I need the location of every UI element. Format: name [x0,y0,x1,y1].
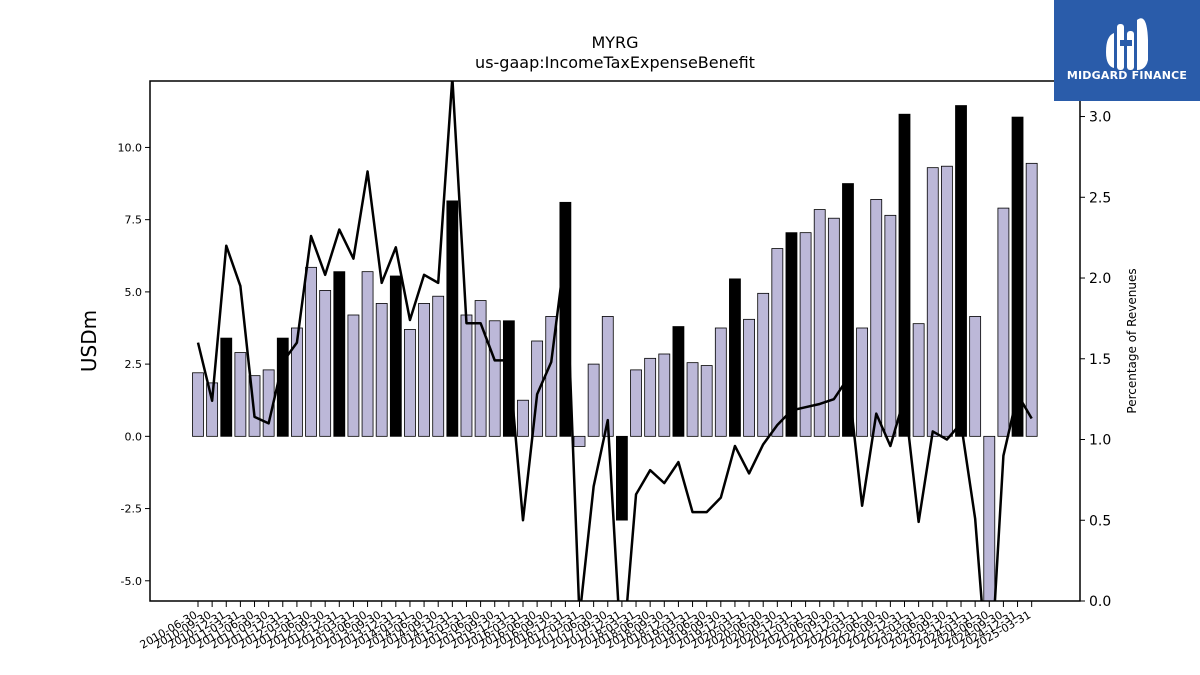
bar-2023-12-31 [955,105,967,437]
y-right-tick-label: 1.0 [1089,433,1111,449]
bar-2018-12-31 [672,326,685,437]
y-right-tick-label: 1.5 [1089,352,1111,368]
bar-2022-03-31 [856,327,869,437]
bar-2020-12-31 [785,232,798,437]
bar-2013-12-31 [389,275,402,437]
y-tick-label: 7.5 [125,214,143,227]
bar-2021-06-30 [813,209,826,437]
bar-2019-03-31 [686,362,699,437]
bar-2014-09-30 [432,295,445,437]
bar-2014-03-31 [404,329,416,437]
bar-2016-03-31 [517,399,529,437]
bar-2011-12-31 [276,337,289,437]
bar-2012-03-31 [291,327,303,437]
bar-2016-12-31 [559,201,572,437]
bar-2013-06-30 [361,271,374,437]
y-tick-label: 0.0 [125,430,143,443]
y-axis-left: -5.0 -2.5 0.0 2.5 5.0 7.5 10.0 [118,141,150,588]
bar-2010-09-30 [206,382,219,437]
y-right-tick-label: 0.5 [1089,513,1111,529]
bar-2010-12-31 [220,337,233,437]
x-axis: 2010-06-302010-09-302010-12-312011-03-31… [138,601,1033,652]
y-tick-label: -2.5 [121,503,142,516]
percentage-line [196,81,1033,601]
bar-2024-03-31 [969,316,982,437]
logo: MIDGARD FINANCE [1054,0,1200,101]
bar-2012-12-31 [333,271,346,437]
bar-2022-06-30 [870,199,883,437]
bar-2018-03-31 [630,369,642,437]
bar-2025-03-31 [1025,162,1038,437]
y-axis-label: USDm [77,310,101,372]
bar-2020-09-30 [771,248,784,437]
bar-2017-09-30 [601,316,614,437]
bar-2017-06-30 [587,363,600,437]
bar-2020-03-31 [743,318,755,437]
logo-text: MIDGARD FINANCE [1066,69,1188,82]
y-tick-label: 5.0 [125,286,143,299]
line-series [196,81,1033,601]
y-axis-right-label: Percentage of Revenues [1125,268,1139,413]
bar-2015-09-30 [488,320,501,437]
bar-2019-09-30 [714,327,727,437]
y-right-tick-label: 2.0 [1089,271,1111,287]
midgard-bars-icon [1106,18,1148,70]
bar-2010-06-30 [192,372,204,437]
y-right-tick-label: 3.0 [1089,110,1111,126]
bar-2021-12-31 [842,183,854,437]
bar-2020-06-30 [757,292,770,437]
bar-2012-09-30 [319,290,332,437]
bar-2015-12-31 [502,320,515,437]
y-axis-right: 0.0 0.5 1.0 1.5 2.0 2.5 3.0 [1080,110,1111,610]
bar-2023-03-31 [912,323,925,437]
bar-2024-06-30 [983,435,996,601]
bar-2022-12-31 [898,113,911,437]
bar-2013-09-30 [375,303,388,437]
bar-2018-09-30 [658,353,671,437]
y-right-tick-label: 2.5 [1089,190,1111,206]
bar-2023-09-30 [940,165,953,437]
bar-2017-12-31 [616,435,628,521]
y-tick-label: 10.0 [118,141,143,154]
bar-2015-06-30 [474,300,487,437]
bar-2024-12-31 [1011,116,1024,437]
bar-2019-06-30 [700,365,713,437]
bar-2011-03-31 [234,352,247,437]
bar-2022-09-30 [884,214,897,437]
y-tick-label: -5.0 [121,575,142,588]
chart-subtitle: us-gaap:IncomeTaxExpenseBenefit [475,53,755,72]
bar-2016-06-30 [531,340,544,437]
bar-2015-03-31 [460,314,473,437]
chart-title: MYRG [591,33,638,52]
bar-2023-06-30 [926,167,939,437]
bar-2017-03-31 [573,435,586,447]
plot-frame [149,80,1081,602]
bar-2018-06-30 [644,357,657,437]
bar-2019-12-31 [729,278,741,437]
bar-2014-12-31 [446,200,459,437]
bar-2021-09-30 [827,217,840,437]
bar-2012-06-30 [305,266,317,437]
y-tick-label: 2.5 [125,358,143,371]
y-right-tick-label: 0.0 [1089,594,1111,610]
bar-2024-09-30 [997,207,1010,437]
bar-2014-06-30 [418,303,430,437]
bar-series [192,105,1038,601]
bar-2013-03-31 [347,314,360,437]
bar-2021-03-31 [799,232,812,437]
